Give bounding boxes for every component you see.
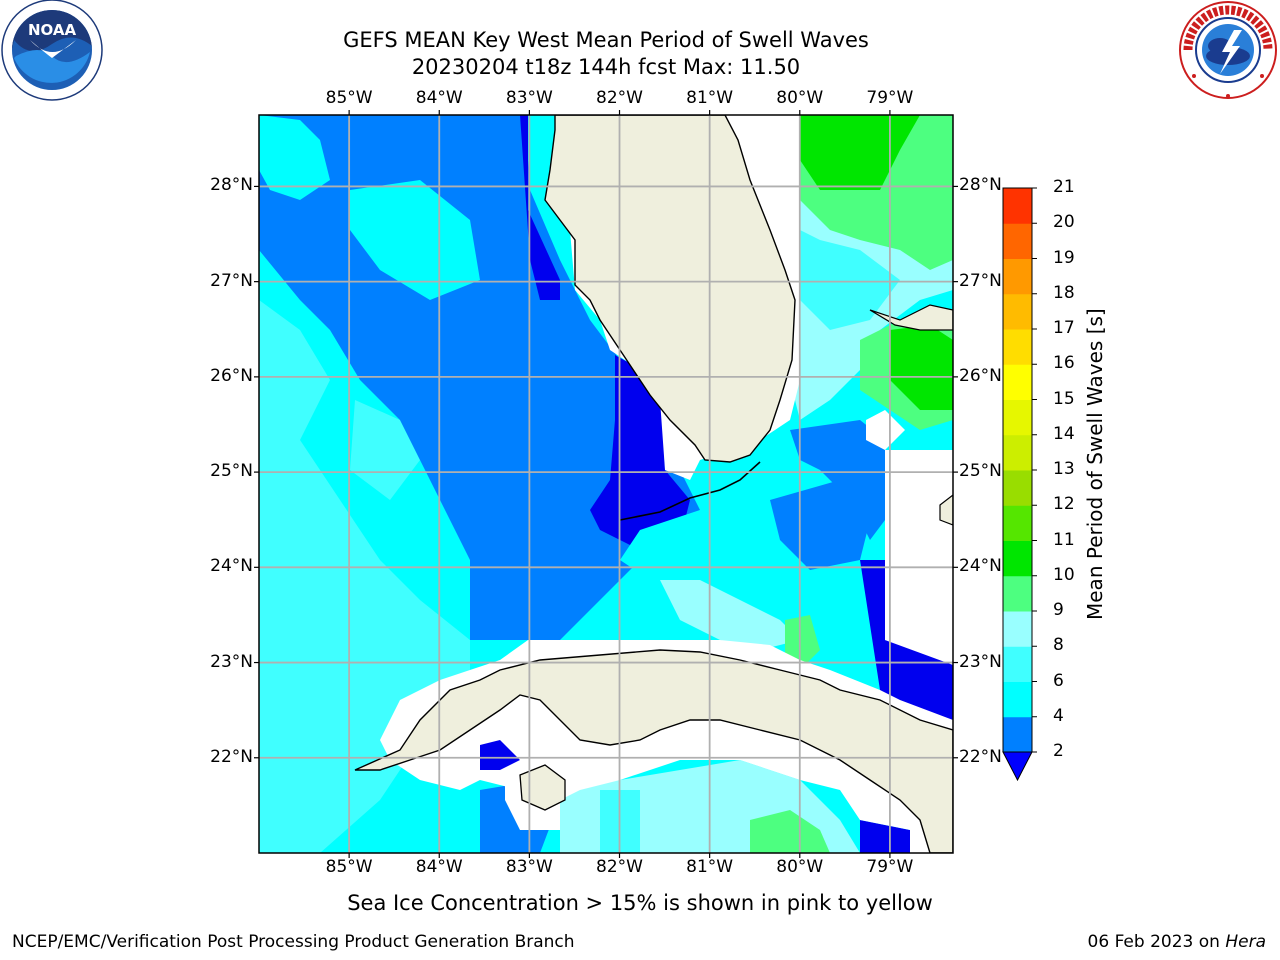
colorbar-segment bbox=[1003, 293, 1032, 330]
colorbar-segment bbox=[1003, 646, 1032, 682]
field-2-4-strait bbox=[770, 480, 870, 570]
lat-label-right: 28°N bbox=[959, 175, 1002, 196]
lon-label-bottom: 85°W bbox=[325, 857, 373, 877]
field-8-9-strait bbox=[660, 580, 800, 650]
colorbar-tick-label: 15 bbox=[1053, 388, 1075, 409]
colorbar-tick-label: 12 bbox=[1053, 494, 1075, 515]
field-4-6-nw bbox=[259, 115, 330, 200]
colorbar-segment bbox=[1003, 716, 1032, 753]
colorbar-tick-label: 17 bbox=[1053, 318, 1075, 338]
colorbar-tick-label: 16 bbox=[1053, 353, 1075, 374]
missing-data-bahamas bbox=[885, 450, 953, 665]
colorbar-title: Mean Period of Swell Waves [s] bbox=[1083, 308, 1107, 620]
colorbar-tick-label: 18 bbox=[1053, 282, 1075, 303]
colorbar-segment bbox=[1003, 329, 1032, 365]
credit-text: NCEP/EMC/Verification Post Processing Pr… bbox=[12, 932, 575, 952]
colorbar-segment bbox=[1003, 364, 1032, 400]
lon-label-bottom: 80°W bbox=[776, 857, 824, 877]
colorbar-segment bbox=[1003, 575, 1032, 612]
colorbar-segment bbox=[1003, 611, 1032, 647]
lat-label-left: 28°N bbox=[210, 175, 253, 196]
date-text: 06 Feb 2023 on Hera bbox=[1088, 932, 1266, 952]
lat-label-right: 25°N bbox=[959, 461, 1002, 482]
field-2-4-east bbox=[790, 420, 885, 540]
colorbar-tick-label: 9 bbox=[1053, 600, 1064, 620]
colorbar-tick-label: 8 bbox=[1053, 635, 1064, 656]
lat-label-right: 27°N bbox=[959, 270, 1002, 291]
map-subtitle: 20230204 t18z 144h fcst Max: 11.50 bbox=[411, 55, 801, 79]
colorbar-tick-label: 14 bbox=[1053, 423, 1075, 444]
machine-name: Hera bbox=[1225, 932, 1266, 952]
field-10-11-east bbox=[890, 325, 953, 410]
lat-label-left: 26°N bbox=[210, 365, 253, 386]
colorbar-segment bbox=[1003, 258, 1032, 295]
map-title: GEFS MEAN Key West Mean Period of Swell … bbox=[343, 28, 869, 52]
field-lt2-south bbox=[860, 820, 910, 853]
colorbar-tick-label: 20 bbox=[1053, 212, 1075, 233]
lat-label-left: 25°N bbox=[210, 461, 253, 482]
colorbar-segment bbox=[1003, 188, 1032, 224]
lat-label-right: 22°N bbox=[959, 746, 1002, 767]
land-isla-juventud bbox=[519, 764, 566, 811]
colorbar-tick-label: 6 bbox=[1053, 670, 1064, 691]
colorbar-segment bbox=[1003, 434, 1032, 471]
colorbar-tick-label: 19 bbox=[1053, 247, 1075, 268]
lat-label-right: 26°N bbox=[959, 365, 1002, 386]
lon-label-top: 81°W bbox=[686, 88, 734, 108]
colorbar-tick-label: 10 bbox=[1053, 564, 1075, 585]
lat-label-right: 23°N bbox=[959, 651, 1002, 672]
land-andros bbox=[939, 494, 953, 526]
lon-label-top: 84°W bbox=[415, 88, 463, 108]
colorbar-tick-label: 11 bbox=[1053, 529, 1075, 550]
field-lt2-cuba-west bbox=[480, 740, 520, 770]
lon-label-bottom: 82°W bbox=[596, 857, 643, 877]
date-value: 06 Feb 2023 on bbox=[1087, 932, 1226, 952]
map-grid bbox=[259, 115, 953, 853]
colorbar-tick-label: 2 bbox=[1053, 741, 1064, 761]
lon-label-bottom: 84°W bbox=[415, 857, 463, 877]
noaa-logo-text: NOAA bbox=[28, 21, 77, 39]
sea-ice-note: Sea Ice Concentration > 15% is shown in … bbox=[347, 891, 933, 915]
colorbar-segment bbox=[1003, 470, 1032, 506]
nws-logo bbox=[1178, 0, 1278, 100]
lat-label-left: 22°N bbox=[210, 746, 253, 767]
lat-label-left: 23°N bbox=[210, 651, 253, 672]
lat-label-left: 27°N bbox=[210, 270, 253, 291]
florida-keys bbox=[619, 461, 761, 521]
field-4-6-north bbox=[350, 180, 480, 300]
colorbar-segment bbox=[1003, 223, 1032, 259]
missing-data-islet bbox=[866, 410, 905, 450]
lat-label-right: 24°N bbox=[959, 556, 1002, 577]
colorbar bbox=[1002, 187, 1037, 782]
lon-label-top: 82°W bbox=[596, 88, 643, 108]
land-grand-bahama bbox=[869, 304, 953, 331]
field-lt2-keys bbox=[590, 355, 690, 550]
lon-label-top: 79°W bbox=[866, 88, 914, 108]
map-ticks bbox=[254, 110, 958, 858]
colorbar-segment bbox=[1003, 540, 1032, 577]
colorbar-segment bbox=[1003, 681, 1032, 718]
land-florida bbox=[544, 115, 796, 463]
lon-label-bottom: 81°W bbox=[686, 857, 734, 877]
colorbar-under-triangle bbox=[1002, 751, 1033, 782]
lon-label-top: 83°W bbox=[505, 88, 553, 108]
lon-label-bottom: 83°W bbox=[505, 857, 553, 877]
colorbar-segment bbox=[1003, 505, 1032, 541]
lon-label-bottom: 79°W bbox=[866, 857, 914, 877]
colorbar-segment bbox=[1003, 399, 1032, 436]
field-9-10-south bbox=[750, 810, 830, 853]
colorbar-tick-label: 13 bbox=[1053, 459, 1075, 479]
colorbar-tick-label: 4 bbox=[1053, 705, 1064, 726]
colorbar-tick-label: 21 bbox=[1053, 177, 1075, 197]
map-frame bbox=[258, 114, 954, 854]
field-lt2-southeast bbox=[860, 560, 953, 720]
field-6-8-northeast bbox=[780, 220, 900, 330]
noaa-logo: NOAA bbox=[1, 0, 103, 101]
lon-label-top: 85°W bbox=[325, 88, 373, 108]
lon-label-top: 80°W bbox=[776, 88, 824, 108]
field-9-10-patch bbox=[785, 615, 820, 665]
lat-label-left: 24°N bbox=[210, 556, 253, 577]
